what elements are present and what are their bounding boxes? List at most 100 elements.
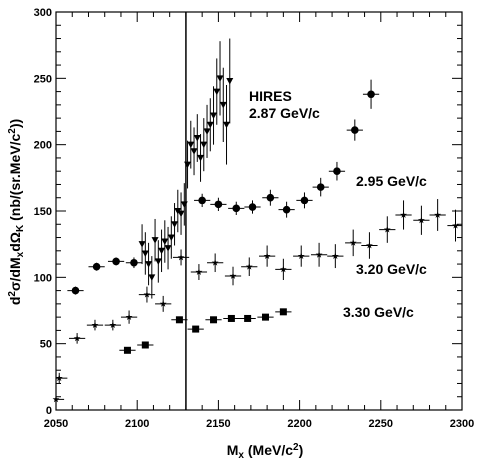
star-marker xyxy=(245,263,253,270)
square-marker xyxy=(141,341,149,349)
triangle-marker xyxy=(203,128,211,135)
triangle-marker xyxy=(180,201,188,208)
triangle-marker xyxy=(138,241,146,248)
data-point xyxy=(88,262,105,271)
data-point xyxy=(379,216,396,243)
triangle-marker xyxy=(206,121,214,129)
star-marker xyxy=(366,241,373,249)
y-axis-title-sup: 2 xyxy=(7,128,18,134)
star-marker xyxy=(349,239,357,246)
series-circle xyxy=(67,79,380,295)
series-triangle-down xyxy=(138,38,234,299)
data-point xyxy=(226,38,234,124)
series-label: 2.95 GeV/c xyxy=(356,173,427,189)
star-marker xyxy=(55,374,63,382)
series-label: 3.20 GeV/c xyxy=(356,261,427,277)
y-tick-label: 50 xyxy=(40,339,52,351)
data-point xyxy=(447,209,462,242)
triangle-marker xyxy=(151,237,159,244)
y-axis-title: d2σ/dMxdΩK (nb/(sr.MeV/c2)) xyxy=(7,119,26,305)
circle-marker xyxy=(300,196,309,205)
data-point xyxy=(119,346,136,354)
circle-marker xyxy=(198,196,206,205)
data-point xyxy=(413,205,430,235)
triangle-marker xyxy=(154,258,162,265)
data-point xyxy=(296,192,313,209)
star-marker xyxy=(73,334,81,342)
data-point xyxy=(241,257,258,277)
star-marker xyxy=(143,290,151,298)
data-point xyxy=(278,201,295,218)
data-point xyxy=(167,216,175,259)
triangle-marker xyxy=(187,141,195,149)
y-tick-label: 0 xyxy=(46,405,52,417)
square-marker xyxy=(279,308,287,316)
circle-marker xyxy=(282,205,291,214)
star-marker xyxy=(109,321,117,329)
data-point xyxy=(104,319,121,331)
series-square xyxy=(119,308,292,354)
data-point xyxy=(164,226,172,270)
data-point xyxy=(86,319,104,331)
data-point xyxy=(107,257,125,266)
data-point xyxy=(361,232,378,259)
data-point xyxy=(327,244,344,269)
y-axis-title-sigma: σ/dM xyxy=(7,257,23,291)
circle-marker xyxy=(316,183,325,191)
star-marker xyxy=(434,211,442,218)
triangle-marker xyxy=(216,75,224,82)
star-marker xyxy=(211,259,219,266)
data-point xyxy=(55,372,68,384)
star-marker xyxy=(297,252,305,260)
x-tick-label: 2300 xyxy=(450,418,474,430)
data-point xyxy=(210,86,218,145)
x-axis-title-m: M xyxy=(227,442,239,458)
circle-marker xyxy=(248,203,257,211)
star-marker xyxy=(52,395,60,403)
triangle-marker xyxy=(177,210,185,218)
square-marker xyxy=(210,316,218,324)
star-marker xyxy=(417,216,425,224)
data-point xyxy=(67,286,84,295)
circle-marker xyxy=(71,286,80,295)
x-axis-title-sup: 2 xyxy=(293,442,299,453)
data-point xyxy=(187,325,204,333)
x-axis-title-units: (MeV/c xyxy=(244,442,293,458)
square-marker xyxy=(175,316,183,324)
square-marker xyxy=(192,325,200,333)
triangle-marker xyxy=(193,135,201,142)
data-point xyxy=(213,58,221,125)
data-point xyxy=(293,245,310,267)
square-marker xyxy=(244,314,252,322)
triangle-marker xyxy=(161,238,169,246)
data-point xyxy=(184,140,192,189)
data-point xyxy=(151,218,159,262)
y-axis-title-subk: K xyxy=(15,224,26,232)
circle-marker xyxy=(112,257,120,266)
star-marker xyxy=(195,268,203,275)
data-point xyxy=(125,257,143,269)
star-marker xyxy=(279,265,287,273)
circle-marker xyxy=(130,258,138,267)
square-marker xyxy=(123,346,131,354)
data-point xyxy=(205,316,222,324)
data-point xyxy=(328,161,346,181)
triangle-marker xyxy=(213,88,221,96)
y-axis-title-close: )) xyxy=(7,119,23,128)
triangle-marker xyxy=(158,247,166,255)
triangle-marker xyxy=(223,121,231,129)
series-label: 2.87 GeV/c xyxy=(249,105,320,121)
data-point xyxy=(171,316,188,324)
data-point xyxy=(223,314,240,322)
data-point xyxy=(223,84,231,165)
star-marker xyxy=(383,225,391,233)
y-tick-label: 200 xyxy=(34,140,52,152)
data-point xyxy=(145,242,153,286)
x-tick-label: 2050 xyxy=(44,418,68,430)
data-point xyxy=(161,220,169,263)
star-marker xyxy=(315,251,323,258)
data-point xyxy=(206,98,214,152)
data-point xyxy=(148,256,156,299)
